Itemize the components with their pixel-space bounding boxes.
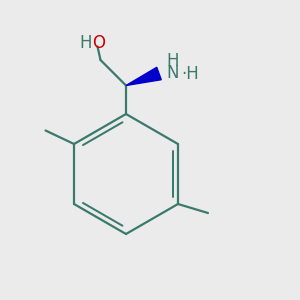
Text: N: N bbox=[166, 64, 179, 82]
Text: H: H bbox=[79, 34, 92, 52]
Text: ·H: ·H bbox=[181, 65, 199, 83]
Polygon shape bbox=[126, 67, 161, 86]
Text: O: O bbox=[92, 34, 106, 52]
Text: H: H bbox=[166, 52, 179, 70]
